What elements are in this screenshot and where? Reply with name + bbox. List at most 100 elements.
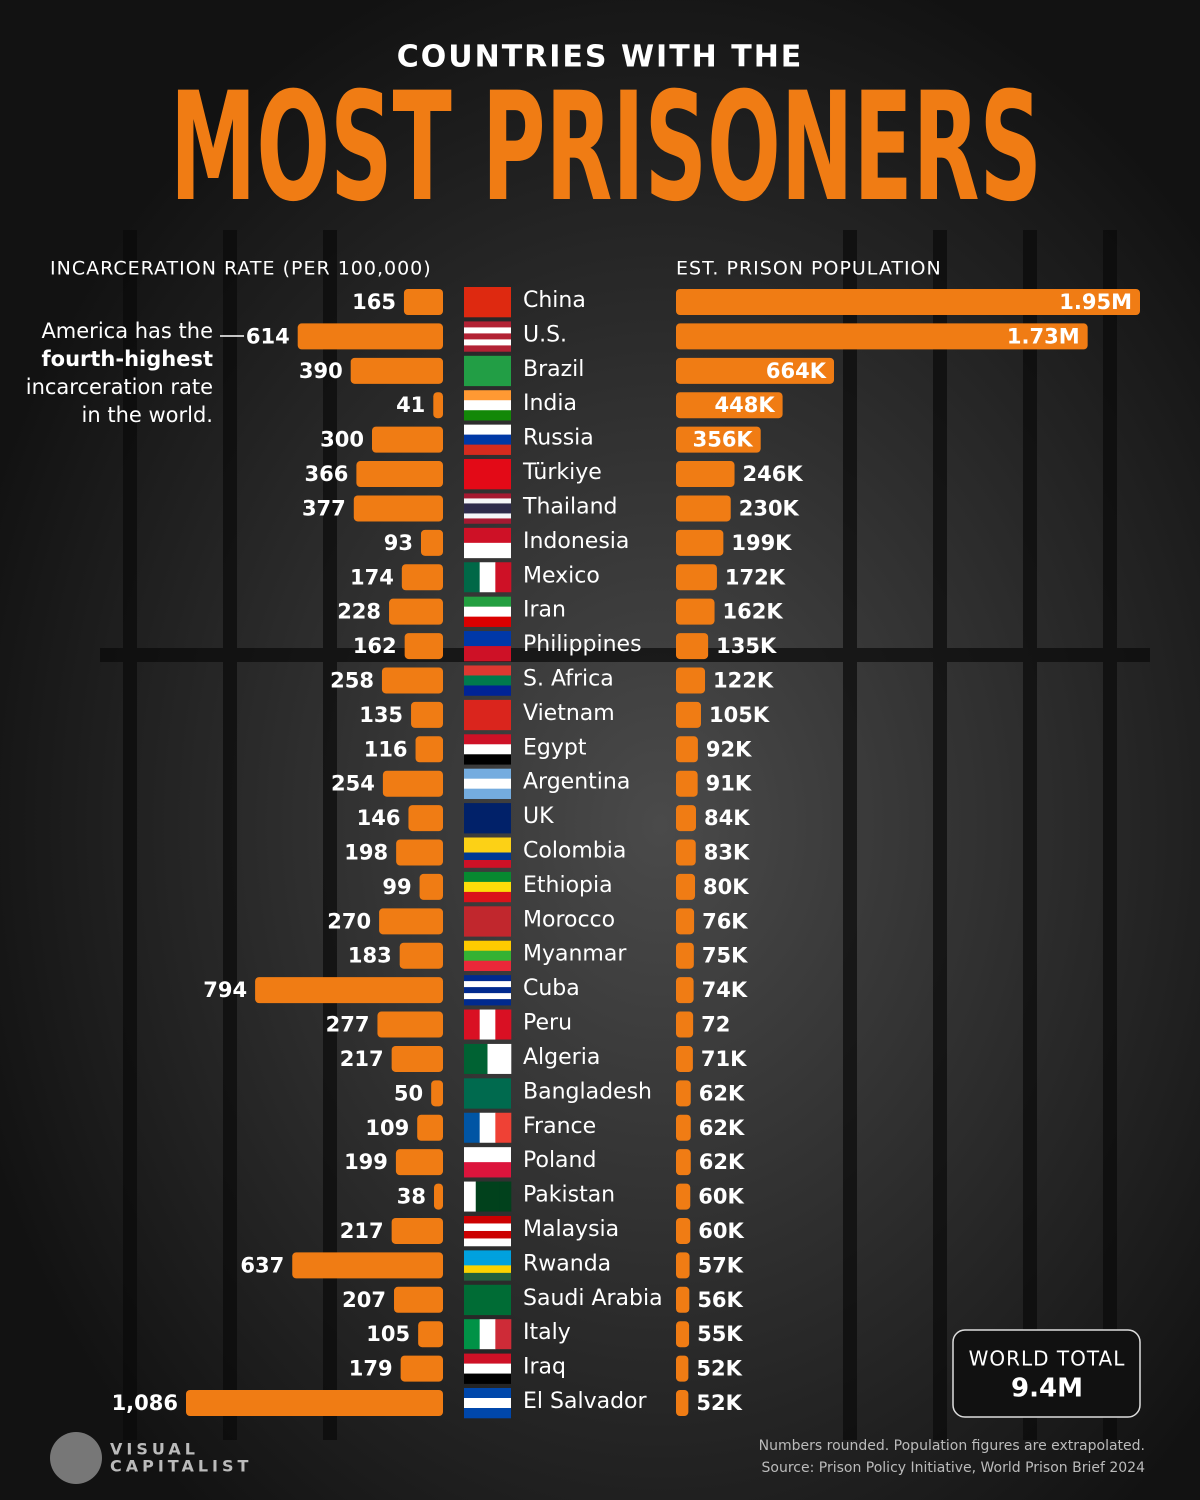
rate-label: 174 (350, 565, 394, 589)
flag (464, 542, 511, 559)
prison-bars (100, 230, 1150, 1440)
country-label: Türkiye (522, 460, 602, 485)
population-label: 664K (766, 359, 827, 383)
rate-bar (255, 977, 443, 1004)
population-label: 172K (725, 565, 786, 589)
country-label: Argentina (523, 770, 630, 795)
rate-label: 99 (382, 875, 411, 899)
flag (464, 950, 511, 962)
population-bar (676, 495, 731, 522)
population-label: 62K (699, 1150, 745, 1174)
rate-bar (400, 1355, 443, 1382)
flag (464, 1162, 511, 1178)
flag (464, 321, 511, 328)
population-label: 55K (697, 1322, 743, 1346)
flag (464, 339, 511, 346)
flag (464, 1257, 511, 1266)
population-label: 135K (716, 634, 777, 658)
rate-bar (417, 1114, 443, 1141)
rate-bar (399, 942, 443, 969)
flag (464, 1373, 511, 1384)
population-bar (676, 1011, 694, 1038)
rate-bar (418, 1321, 443, 1348)
flag (464, 527, 511, 544)
flag (464, 1408, 511, 1419)
rate-label: 198 (344, 841, 388, 865)
flag (464, 906, 511, 937)
flag (464, 881, 511, 893)
rate-bar (408, 805, 443, 832)
country-label: S. Africa (523, 666, 614, 691)
population-label: 356K (693, 428, 754, 452)
population-bar (676, 770, 698, 797)
flag (464, 891, 511, 903)
population-bar (676, 633, 709, 660)
flag (464, 981, 511, 988)
country-label: Mexico (523, 563, 600, 588)
flag (464, 1363, 511, 1374)
flag (464, 503, 511, 509)
brand: CAPITALIST (110, 1457, 252, 1476)
population-bar (676, 873, 696, 900)
flag (464, 999, 511, 1006)
country-label: Myanmar (523, 942, 627, 967)
flag (464, 606, 511, 617)
flag (479, 1319, 496, 1350)
flag (479, 562, 496, 593)
flag (464, 646, 511, 662)
population-bar (676, 942, 694, 969)
left-header: INCARCERATION RATE (PER 100,000) (50, 258, 432, 280)
flag (464, 940, 511, 952)
rate-label: 217 (340, 1219, 384, 1243)
flag (464, 498, 511, 504)
flag (464, 1215, 511, 1224)
population-bar (676, 1321, 690, 1348)
total-box (952, 1329, 1141, 1418)
rate-bar (433, 392, 443, 419)
flag (495, 562, 512, 593)
flag (464, 327, 511, 334)
country-label: UK (523, 804, 554, 829)
population-label: 84K (704, 806, 750, 830)
population-label: 199K (731, 531, 792, 555)
population-label: 52K (696, 1391, 742, 1415)
country-label: Thailand (522, 494, 617, 519)
flag (464, 778, 511, 789)
population-bar (676, 908, 695, 935)
rate-bar (186, 1390, 443, 1416)
total-value: 9.4M (1011, 1374, 1083, 1404)
population-bar (676, 1355, 689, 1382)
flag (464, 860, 511, 868)
country-label: France (523, 1114, 596, 1139)
rate-bar (350, 357, 443, 384)
population-label: 1.73M (1007, 324, 1080, 348)
rate-bar (382, 770, 443, 797)
rate-label: 270 (327, 909, 371, 933)
rate-bar (391, 1217, 443, 1244)
rate-label: 50 (394, 1081, 423, 1105)
population-label: 56K (697, 1288, 743, 1312)
rate-label: 377 (302, 496, 346, 520)
flag (464, 562, 480, 593)
population-label: 74K (702, 978, 748, 1002)
source: Source: Prison Policy Initiative, World … (762, 1460, 1146, 1476)
population-label: 92K (706, 737, 752, 761)
flag (464, 333, 511, 340)
annotation: incarceration rate (26, 375, 213, 399)
flag (464, 665, 511, 676)
country-label: Brazil (523, 357, 584, 382)
population-bar (676, 529, 724, 556)
population-bar (676, 564, 717, 591)
country-label: Iraq (523, 1355, 566, 1380)
subtitle: COUNTRIES WITH THE (397, 40, 804, 75)
rate-label: 183 (348, 944, 392, 968)
flag (464, 1284, 511, 1316)
flag (464, 424, 511, 435)
flag (464, 993, 511, 1000)
country-label: Italy (523, 1320, 571, 1345)
flag (464, 845, 511, 853)
population-label: 105K (709, 703, 770, 727)
flag (487, 1043, 512, 1074)
rate-label: 390 (299, 359, 343, 383)
